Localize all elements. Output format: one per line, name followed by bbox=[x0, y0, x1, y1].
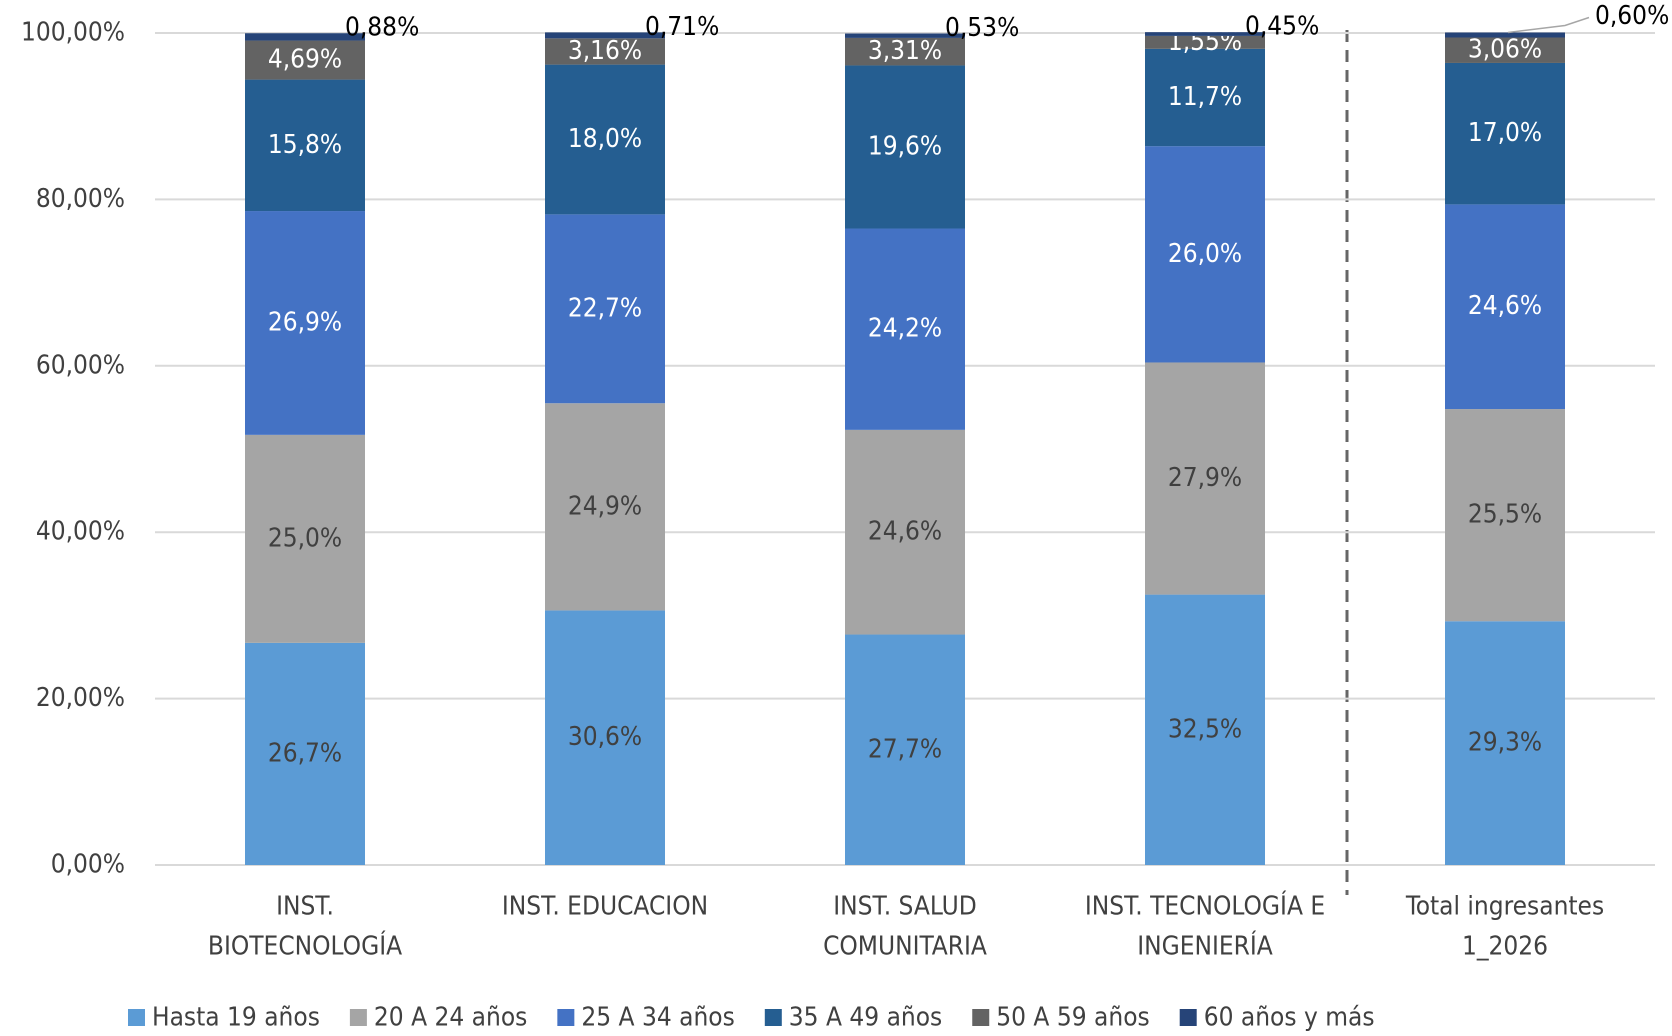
data-label: 26,9% bbox=[268, 307, 342, 337]
legend-swatch bbox=[1179, 1009, 1197, 1026]
legend-swatch bbox=[972, 1009, 990, 1026]
bar-segment bbox=[1445, 62, 1565, 205]
legend-label: 20 A 24 años bbox=[374, 1003, 527, 1033]
bar-segment bbox=[1145, 362, 1265, 595]
y-tick-label: 40,00% bbox=[36, 517, 125, 547]
legend-label: 25 A 34 años bbox=[581, 1003, 734, 1033]
data-label: 24,6% bbox=[1468, 291, 1542, 321]
legend-swatch bbox=[764, 1009, 782, 1026]
data-label: 3,31% bbox=[868, 36, 942, 66]
x-tick-label: BIOTECNOLOGÍA bbox=[208, 930, 402, 962]
bar-segment bbox=[245, 79, 365, 212]
bar-segment bbox=[545, 32, 665, 39]
x-tick-label: Total ingresantes bbox=[1405, 892, 1604, 922]
data-label: 29,3% bbox=[1468, 728, 1542, 758]
bar-segment bbox=[1445, 37, 1565, 63]
data-label: 0,60% bbox=[1595, 1, 1669, 31]
bar-segment bbox=[845, 429, 965, 635]
bar-segment bbox=[845, 634, 965, 865]
x-tick-label: INST. SALUD bbox=[833, 892, 977, 922]
data-label: 27,7% bbox=[868, 734, 942, 764]
data-label: 30,6% bbox=[568, 722, 642, 752]
bar-segment bbox=[845, 65, 965, 229]
bar-segment bbox=[245, 211, 365, 435]
bar-segment bbox=[545, 403, 665, 611]
bar-segment bbox=[245, 33, 365, 41]
data-label: 3,16% bbox=[568, 36, 642, 66]
data-label: 22,7% bbox=[568, 293, 642, 323]
data-label: 26,0% bbox=[1168, 239, 1242, 269]
y-tick-label: 20,00% bbox=[36, 683, 125, 713]
data-label: 26,7% bbox=[268, 738, 342, 768]
bar-segment bbox=[1145, 594, 1265, 865]
bar-segment bbox=[545, 64, 665, 215]
bar-segment bbox=[245, 434, 365, 643]
legend-label: 50 A 59 años bbox=[996, 1003, 1149, 1033]
data-label: 19,6% bbox=[868, 131, 942, 161]
bar-segment bbox=[1145, 48, 1265, 147]
x-tick-label: COMUNITARIA bbox=[823, 932, 987, 962]
legend-swatch bbox=[557, 1009, 575, 1026]
bar-segment bbox=[1445, 621, 1565, 865]
x-tick-label: INST. TECNOLOGÍA E bbox=[1085, 890, 1325, 922]
data-label: 0,45% bbox=[1245, 12, 1319, 42]
legend-swatch bbox=[349, 1009, 367, 1026]
y-tick-label: 100,00% bbox=[21, 18, 125, 48]
bar-segment bbox=[1145, 146, 1265, 363]
data-label: 24,9% bbox=[568, 491, 642, 521]
y-tick-label: 80,00% bbox=[36, 184, 125, 214]
x-tick-label: 1_2026 bbox=[1462, 932, 1548, 962]
data-label: 1,55% bbox=[1168, 27, 1242, 57]
bar-segment bbox=[545, 610, 665, 865]
data-label: 27,9% bbox=[1168, 463, 1242, 493]
data-label: 25,5% bbox=[1468, 500, 1542, 530]
x-tick-label: INST. EDUCACION bbox=[502, 892, 708, 922]
x-tick-label: INGENIERÍA bbox=[1137, 930, 1273, 962]
bar-segment bbox=[545, 38, 665, 65]
bar-segment bbox=[245, 642, 365, 865]
data-label: 3,06% bbox=[1468, 35, 1542, 65]
bar-segment bbox=[1145, 35, 1265, 49]
bar-segment bbox=[1445, 409, 1565, 622]
data-label: 18,0% bbox=[568, 124, 642, 154]
data-label: 24,6% bbox=[868, 517, 942, 547]
y-tick-label: 60,00% bbox=[36, 350, 125, 380]
bar-segment bbox=[845, 33, 965, 38]
legend-swatch bbox=[128, 1009, 145, 1026]
data-label: 17,0% bbox=[1468, 118, 1542, 148]
bar-segment bbox=[845, 228, 965, 430]
data-label: 4,69% bbox=[268, 45, 342, 75]
bar-segment bbox=[1145, 32, 1265, 36]
leader-line bbox=[1507, 16, 1590, 34]
bar-segment bbox=[1445, 204, 1565, 410]
legend-label: Hasta 19 años bbox=[152, 1003, 320, 1033]
legend-label: 35 A 49 años bbox=[789, 1003, 942, 1033]
data-label: 15,8% bbox=[268, 130, 342, 160]
data-label: 0,71% bbox=[645, 12, 719, 42]
bar-segment bbox=[845, 37, 965, 66]
y-tick-label: 0,00% bbox=[51, 850, 125, 880]
bar-segment bbox=[245, 40, 365, 80]
data-label: 24,2% bbox=[868, 314, 942, 344]
data-label: 11,7% bbox=[1168, 82, 1242, 112]
data-label: 0,53% bbox=[945, 13, 1019, 43]
data-label: 0,88% bbox=[345, 13, 419, 43]
legend-label: 60 años y más bbox=[1204, 1003, 1375, 1033]
data-label: 25,0% bbox=[268, 523, 342, 553]
x-tick-label: INST. bbox=[276, 892, 334, 922]
bar-segment bbox=[1445, 32, 1565, 38]
data-label: 32,5% bbox=[1168, 714, 1242, 744]
bar-segment bbox=[545, 214, 665, 404]
